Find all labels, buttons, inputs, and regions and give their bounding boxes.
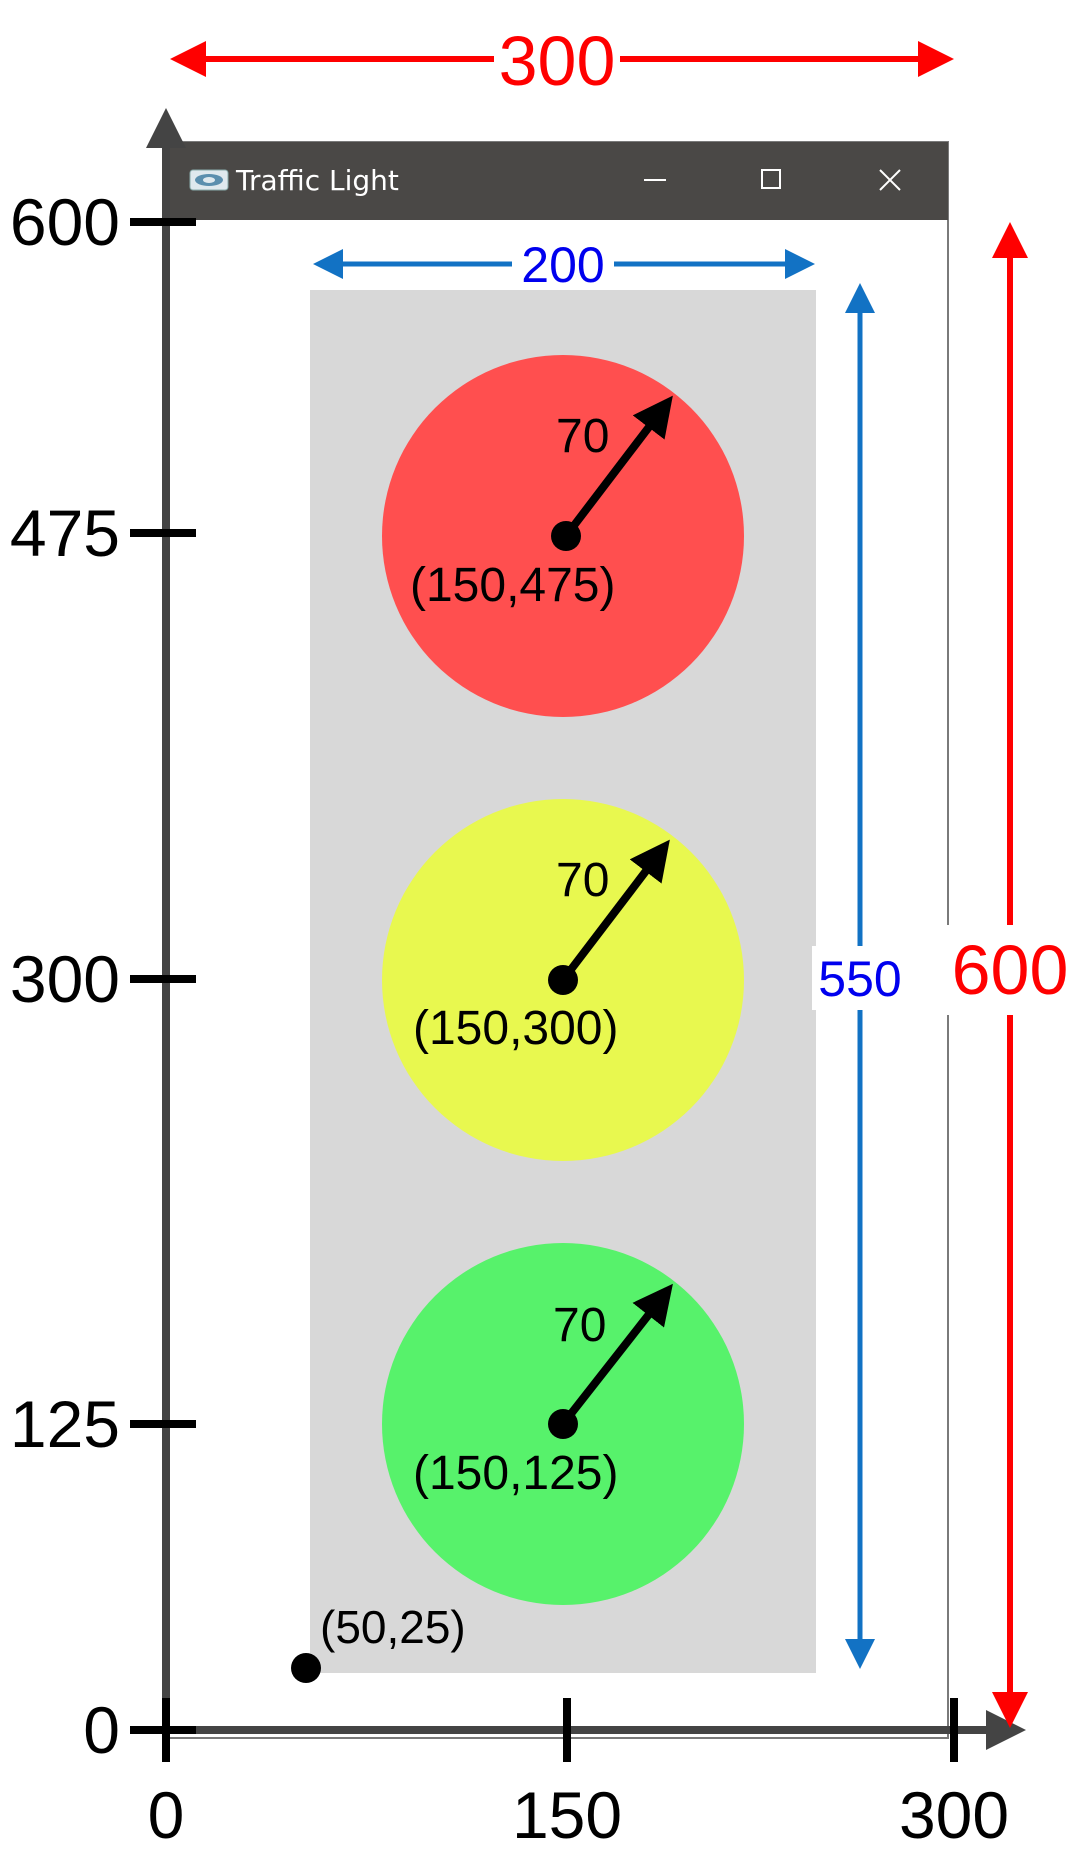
window-width-arrow bbox=[170, 22, 954, 94]
panel-width-arrow bbox=[313, 236, 815, 290]
panel-height-label: 550 bbox=[818, 951, 901, 1007]
y-tick-label: 475 bbox=[10, 496, 120, 570]
x-tick-label: 0 bbox=[148, 1778, 185, 1852]
window-width-label: 300 bbox=[499, 22, 616, 100]
red-center-dot bbox=[551, 521, 581, 551]
panel-height-arrow bbox=[812, 283, 908, 1669]
yellow-radius bbox=[548, 839, 670, 995]
y-tick-label: 300 bbox=[10, 942, 120, 1016]
x-tick-marks bbox=[162, 1698, 958, 1762]
red-radius-label: 70 bbox=[556, 410, 609, 463]
window-title: Traffic Light bbox=[235, 164, 399, 197]
window-height-label: 600 bbox=[952, 931, 1069, 1009]
close-icon bbox=[879, 169, 901, 191]
x-tick-label: 300 bbox=[899, 1778, 1009, 1852]
green-center-dot bbox=[548, 1409, 578, 1439]
green-radius-label: 70 bbox=[553, 1299, 606, 1352]
app-icon bbox=[189, 169, 229, 191]
panel-origin-dot bbox=[291, 1653, 321, 1683]
close-button[interactable] bbox=[855, 152, 925, 210]
yellow-center-dot bbox=[548, 965, 578, 995]
y-tick-label: 600 bbox=[10, 185, 120, 259]
red-radius bbox=[551, 395, 673, 551]
panel-origin-label: (50,25) bbox=[320, 1601, 466, 1653]
yellow-radius-label: 70 bbox=[556, 854, 609, 907]
red-center-label: (150,475) bbox=[410, 559, 615, 612]
title-bar[interactable] bbox=[166, 142, 948, 220]
window-height-arrow bbox=[946, 222, 1068, 1728]
green-center-label: (150,125) bbox=[413, 1447, 618, 1500]
y-tick-label: 0 bbox=[83, 1693, 120, 1767]
panel-width-label: 200 bbox=[521, 237, 604, 293]
yellow-center-label: (150,300) bbox=[413, 1002, 618, 1055]
maximize-icon bbox=[761, 169, 781, 189]
maximize-button[interactable] bbox=[735, 152, 805, 210]
y-tick-label: 125 bbox=[10, 1387, 120, 1461]
green-radius bbox=[548, 1283, 673, 1439]
x-tick-label: 150 bbox=[512, 1778, 622, 1852]
minimize-button[interactable] bbox=[620, 152, 690, 210]
